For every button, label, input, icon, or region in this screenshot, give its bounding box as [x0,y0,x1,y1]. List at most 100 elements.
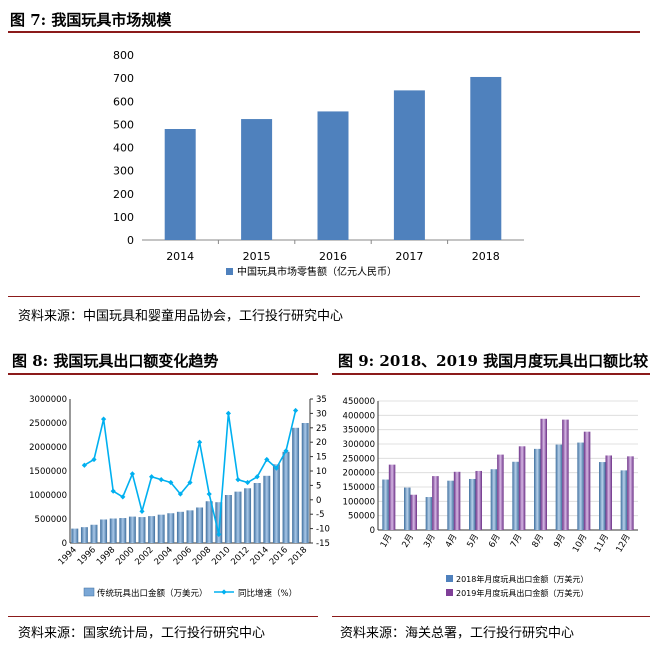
fig7-ytick-label: 700 [113,72,134,85]
fig8-bar [167,513,175,543]
fig7-bar [241,119,273,240]
fig8-legend-line-marker [221,589,227,595]
fig9-xtick-label: 4月 [444,533,460,550]
fig8-bar [301,423,309,543]
fig9-bar-2019 [410,494,417,530]
fig8-growth-marker [293,407,299,414]
fig7-ytick-label: 300 [113,165,134,178]
fig9-bar-2019 [388,464,396,530]
fig9-bar-2018 [447,480,454,530]
fig8-bar [205,501,213,543]
fig7-ytick-label: 600 [113,95,134,108]
fig8-legend-line-label: 同比增速（%） [238,588,297,599]
fig9-xtick-label: 8月 [530,533,546,550]
fig8-legend-bar-label: 传统玩具出口金额（万美元） [97,588,208,599]
fig8-ytick-left-label: 0 [62,539,67,549]
fig8-bottom-rule [8,616,318,617]
fig8-growth-marker [216,531,222,537]
fig8-bar [119,518,127,543]
fig7-xtick-label: 2017 [395,250,423,263]
fig8-ytick-left-label: 1500000 [29,467,67,477]
fig9-bar-2018 [382,479,389,530]
fig9-xtick-label: 3月 [422,533,438,550]
fig8-growth-marker [235,477,241,483]
fig8-xtick-label: 2016 [268,545,290,567]
fig9-ytick-label: 200000 [343,469,375,479]
fig9-xtick-label: 12月 [614,533,632,555]
fig9-legend-2019-label: 2019年月度玩具出口金额（万美元） [456,588,588,598]
fig8-xtick-label: 2014 [249,545,271,567]
fig7-title-rule [8,31,640,33]
fig8-ytick-left-label: 2000000 [29,443,67,453]
fig7-title: 图 7: 我国玩具市场规模 [10,11,172,29]
fig9-bar-2019 [562,419,569,530]
fig7-bar [470,76,502,240]
fig9-ytick-label: 50000 [348,512,375,522]
fig8-bar [186,510,194,543]
fig9-bar-2019 [605,455,612,530]
fig7-source: 资料来源：中国玩具和婴童用品协会，工行投行研究中心 [18,309,344,324]
fig8-bar [263,475,271,543]
fig9-bar-2018 [599,462,606,530]
fig8-growth-marker [101,416,107,422]
fig9-bar-2018 [469,478,476,530]
fig8-xtick-label: 1996 [76,545,98,567]
fig8-growth-marker [206,491,212,497]
fig8-ytick-left-label: 3000000 [29,395,67,405]
fig8-xtick-label: 2002 [133,545,155,567]
fig9-bar-2019 [583,431,591,530]
fig8-xtick-label: 2000 [114,545,136,567]
fig8-growth-marker [225,410,231,416]
fig9-bar-2018 [512,461,519,530]
fig8-bar [253,483,261,543]
fig9-legend-2019-swatch [446,589,453,596]
fig8-ytick-right-label: 30 [316,409,327,419]
fig8-bar [224,495,232,543]
fig9-bottom-rule [332,616,650,617]
fig8-xtick-label: 1994 [57,545,79,567]
fig9-bar-2018 [425,497,433,530]
fig9-ytick-label: 150000 [343,483,375,493]
fig7-chart: 0 100 200 300 400 500 600 700 800 2014 2015 2016 201… [113,49,524,278]
fig8-growth-marker [139,508,145,514]
fig8-xtick-label: 2012 [229,545,251,567]
fig8-bar [100,519,108,543]
fig9-bar-2019 [497,454,504,530]
fig9-bar-2018 [555,444,563,530]
fig8-bar [148,516,156,543]
fig8-title: 图 8: 我国玩具出口额变化趋势 [12,352,219,370]
fig8-bar [109,518,117,543]
fig8-xtick-label: 1998 [95,545,117,567]
fig9-xtick-label: 7月 [509,533,525,550]
fig9-title-rule [332,373,650,375]
fig9-bar-2019 [540,418,547,530]
fig8-xtick-label: 2010 [210,545,232,567]
fig9-ytick-label: 250000 [343,454,375,464]
fig8-ytick-right-label: 35 [316,395,327,405]
fig8-growth-marker [254,474,260,480]
fig7-xtick-label: 2016 [319,250,347,263]
fig9-ytick-label: 100000 [343,497,375,507]
fig7-bar [393,90,425,240]
fig8-bar [157,514,165,543]
fig9-bar-2019 [518,446,526,530]
fig9-bar-2019 [453,471,461,530]
fig9-xtick-label: 10月 [571,533,589,555]
fig9-bar-2018 [404,487,411,530]
fig8-bar [90,524,98,543]
fig7-ytick-label: 400 [113,142,134,155]
fig9-title: 图 9: 2018、2019 我国月度玩具出口额比较 [338,352,649,370]
fig9-bar-2019 [432,476,439,530]
fig8-xtick-label: 2004 [153,545,175,567]
fig8-chart: 0 500000 1000000 1500000 2000000 2500000 30000… [29,395,330,599]
fig8-bar [282,451,290,543]
fig8-bar [234,491,242,543]
fig9-xtick-label: 2月 [400,533,416,550]
fig8-bar [138,517,146,543]
fig8-bar [244,488,252,543]
fig9-xtick-label: 11月 [593,533,611,555]
fig8-xtick-label: 2018 [287,545,309,567]
fig9-bar-2019 [627,456,634,530]
fig8-bar [272,464,280,543]
fig9-bar-2018 [490,469,498,530]
